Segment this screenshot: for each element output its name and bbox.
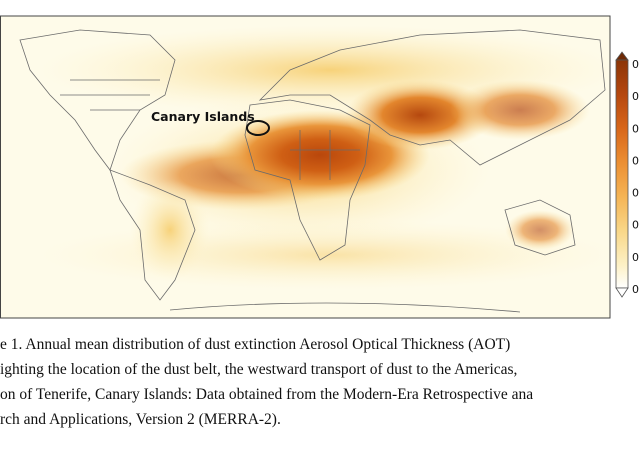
colorbar-label: 0 [632,122,639,135]
colorbar-label: 0 [632,58,639,71]
canary-marker [246,120,270,136]
figure-map: Canary Islands 0 0 0 0 0 0 0 0 [0,15,639,319]
caption-line: on of Tenerife, Canary Islands: Data obt… [0,386,534,403]
colorbar-label: 0 [632,90,639,103]
map-frame [0,15,611,319]
caption-line: e 1. Annual mean distribution of dust ex… [0,336,511,353]
caption-line: rch and Applications, Version 2 (MERRA-2… [0,411,281,428]
map-label: Canary Islands [151,109,255,124]
colorbar-label: 0 [632,187,639,200]
colorbar [615,51,629,298]
colorbar-label: 0 [632,251,639,264]
colorbar-label: 0 [632,283,639,296]
caption-line: ighting the location of the dust belt, t… [0,361,518,378]
colorbar-label: 0 [632,154,639,167]
colorbar-label: 0 [632,219,639,232]
